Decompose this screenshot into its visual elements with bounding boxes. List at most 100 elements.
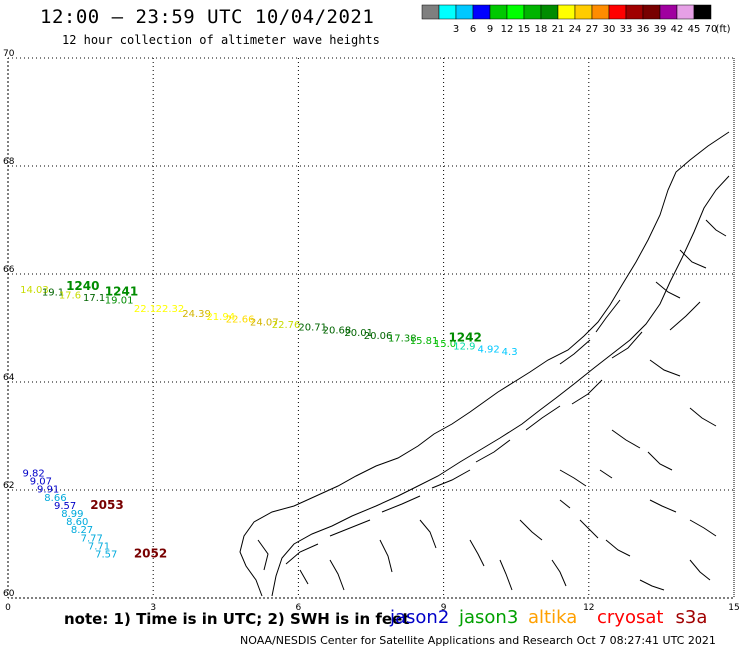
scale-tick-label: 9 [487,24,493,35]
map-subtitle: 12 hour collection of altimeter wave hei… [62,33,380,47]
pass-time-label: 1241 [105,285,138,299]
wave-height-label: 20.71 [298,323,327,334]
scale-swatch [523,4,542,20]
pass-time-label: 1240 [66,279,99,293]
wave-height-label: 12.9 [453,342,475,353]
wave-height-label: 7.71 [88,541,110,552]
scale-swatch [659,4,678,20]
scale-tick-label: 45 [688,24,701,35]
scale-swatch [438,4,457,20]
wave-height-label: 22.32 [156,304,185,315]
scale-swatch [472,4,491,20]
coastline-segment [639,579,665,591]
scale-tick-label: 6 [470,24,476,35]
coastline-segment [499,559,513,591]
scale-tick-label: 21 [552,24,565,35]
lat-lon-grid [7,57,735,599]
scale-swatch [676,4,695,20]
satellite-legend-cryosat: cryosat [597,607,664,628]
scale-swatch [557,4,576,20]
wave-height-color-scale: 3 6 9 12 15 18 21 24 27 30 33 36 39 42 45 70(ft) [421,4,731,35]
coastline-segment [299,569,309,585]
wave-height-label: 7.57 [95,550,117,561]
coastline-segment [329,519,371,537]
scale-swatch [642,4,661,20]
wave-height-label: 17.6 [59,290,81,301]
wave-height-label: 24.39 [182,309,211,320]
wave-height-label: 8.60 [66,517,88,528]
scale-tick-label: 70 [705,24,718,35]
axis-tick-labels: 0 3 6 9 12 15 70 68 66 64 62 60 [3,49,740,613]
wave-height-label: 19.1 [42,288,64,299]
coastline-segment [605,539,631,557]
map-frame [7,57,735,599]
wave-height-label: 22.76 [272,320,301,331]
coastline-segment [285,543,319,565]
coastline-segment [611,429,641,449]
satellite-legend-s3a: s3a [675,607,708,628]
coastline-segment [525,405,561,431]
coastline-segment [689,559,711,581]
scale-swatch [506,4,525,20]
wave-height-label: 15.81 [410,336,439,347]
wave-height-label: 24.07 [250,317,279,328]
coastline-segment [239,131,730,597]
pass-time-label: 2053 [90,498,123,512]
satellite-legend-altika: altika [528,607,578,628]
scale-tick-label: 18 [535,24,548,35]
coastline-segment [689,407,717,427]
wave-height-label: 20.06 [364,331,393,342]
pass-time-label: 1242 [448,331,481,345]
wave-height-label: 8.99 [61,509,83,520]
scale-swatch [574,4,593,20]
satellite-legend-jason2: jason2 [390,607,450,628]
coastline-segment [381,495,421,513]
wave-height-label: 22.66 [226,315,255,326]
coastline-segment [329,559,345,591]
coastline-segment [649,499,677,513]
wave-height-label: 9.07 [30,477,52,488]
coastline-segment [579,519,599,539]
coastline-segment [379,539,393,573]
wave-height-label: 17.38 [388,334,417,345]
lon-tick-label: 12 [583,603,594,613]
wave-height-label: 19.01 [105,296,134,307]
scale-tick-label: 30 [603,24,616,35]
coastline-segment [571,379,603,405]
coastline-segment [469,539,485,567]
coastline-segment [655,281,681,299]
coastline-segment [559,469,587,487]
scale-tick-label: 42 [671,24,684,35]
scale-swatch [693,4,712,20]
scale-swatch [421,4,440,20]
lat-tick-label: 66 [3,265,15,275]
coastline-segment [271,175,730,597]
scale-unit-label: (ft) [715,24,730,35]
coastline-segment [475,439,511,463]
scale-swatch [489,4,508,20]
coastline-segment [431,469,471,489]
wave-height-label: 7.77 [81,533,103,544]
scale-tick-label: 3 [453,24,459,35]
wave-height-label: 9.91 [37,485,59,496]
coastline-segment [559,339,591,365]
coastline-segment [559,499,571,509]
wave-height-label: 8.66 [44,493,66,504]
lon-tick-label: 9 [441,603,447,613]
scale-tick-label: 12 [501,24,514,35]
coastline-segment [611,331,643,359]
scale-swatch [455,4,474,20]
scale-swatch [608,4,627,20]
lon-tick-label: 6 [296,603,302,613]
scale-tick-label: 33 [620,24,633,35]
wave-height-label: 4.3 [502,347,518,358]
scale-swatch [591,4,610,20]
coastline-segment [705,219,727,237]
lat-tick-label: 62 [3,481,14,491]
wave-height-label: 22.1 [134,304,156,315]
wave-height-label: 9.57 [54,501,76,512]
coastline-segment [551,559,567,587]
wave-height-label: 8.27 [71,525,93,536]
wave-height-label: 21.94 [206,312,235,323]
